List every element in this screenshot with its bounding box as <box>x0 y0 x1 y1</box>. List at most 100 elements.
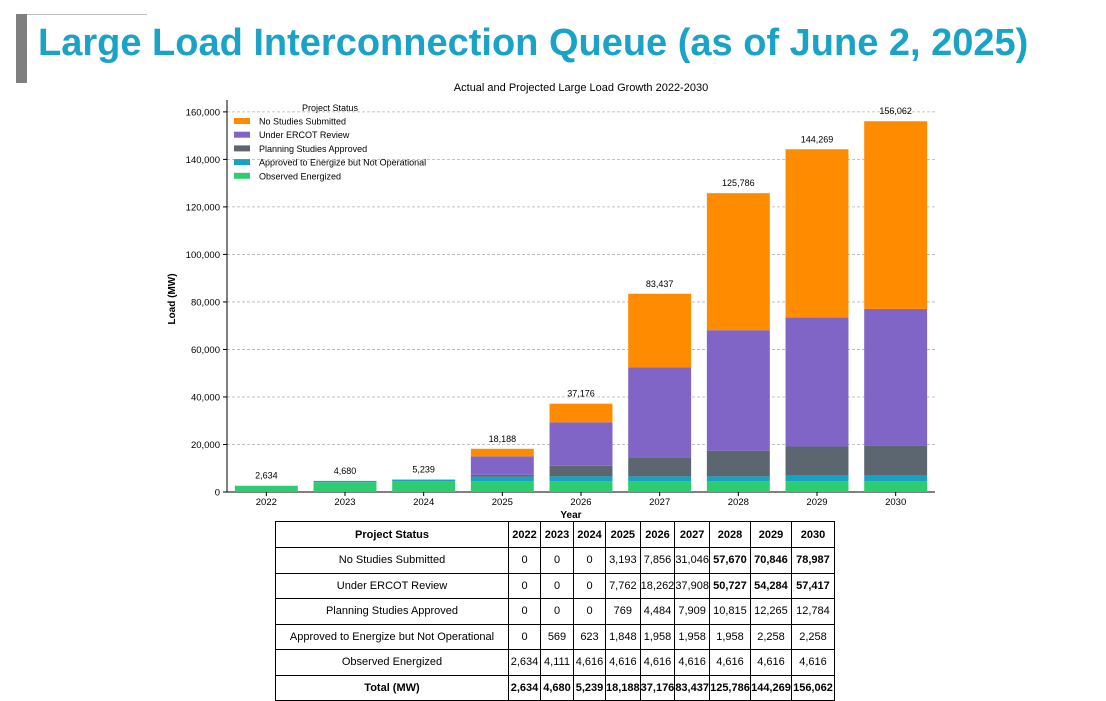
bar-segment <box>628 481 692 492</box>
y-tick-label: 120,000 <box>186 202 220 213</box>
bar-total-label: 156,062 <box>879 106 912 116</box>
table-cell: 78,987 <box>790 547 835 574</box>
table-cell: 4,616 <box>639 649 676 676</box>
y-tick-label: 160,000 <box>186 107 220 118</box>
table-cell: 0 <box>573 572 606 599</box>
bar-segment <box>785 481 849 492</box>
table-cell: 70,846 <box>749 547 792 574</box>
table-header-year: 2025 <box>605 521 641 548</box>
bar-segment <box>628 457 692 477</box>
table-row: Observed Energized 2,634 4,111 4,616 4,616 4,… <box>275 649 835 676</box>
project-status-table: Project Status 2022 2023 2024 2025 2026 2027 20… <box>275 521 835 701</box>
stacked-bar-chart: Actual and Projected Large Load Growth 2… <box>167 82 935 521</box>
legend-swatch <box>234 159 250 166</box>
legend-swatch <box>234 145 250 152</box>
table-cell: 4,111 <box>540 649 574 676</box>
legend-label: Approved to Energize but Not Operational <box>259 158 426 168</box>
table-cell: 2,258 <box>749 623 792 650</box>
bar-segment <box>549 481 613 492</box>
bar-segment <box>313 482 377 492</box>
table-cell: 10,815 <box>708 598 751 625</box>
bar-segment <box>785 475 849 482</box>
table-cell: 769 <box>605 598 641 625</box>
bar-segment <box>549 422 613 466</box>
table-row: Planning Studies Approved 0 0 0 769 4,484 7,90… <box>275 598 835 625</box>
bar-segment <box>864 481 928 492</box>
bar-total-label: 2,634 <box>255 471 278 481</box>
table-total-cell: 2,634 <box>508 674 541 701</box>
table-cell: 0 <box>573 598 606 625</box>
bar-segment <box>549 476 613 482</box>
table-cell: 0 <box>540 547 574 574</box>
table-cell: 4,616 <box>708 649 751 676</box>
legend-label: Observed Energized <box>259 171 341 181</box>
x-tick-label: 2030 <box>885 497 906 508</box>
table-cell: 0 <box>508 598 541 625</box>
table-total-cell: 5,239 <box>573 674 606 701</box>
bar-segment <box>706 450 770 477</box>
table-row: Under ERCOT Review 0 0 0 7,762 18,262 37,908 50… <box>275 572 835 599</box>
bar-total-label: 5,239 <box>412 465 435 475</box>
bar-segment <box>470 481 534 492</box>
table-cell: 3,193 <box>605 547 641 574</box>
y-tick-label: 80,000 <box>191 297 220 308</box>
x-axis-label: Year <box>560 510 581 521</box>
bar-segment <box>706 330 770 451</box>
table-header-year: 2027 <box>674 521 710 548</box>
table-total-cell: 125,786 <box>708 674 751 701</box>
table-cell: 37,908 <box>674 572 710 599</box>
bar-total-label: 4,680 <box>334 466 357 476</box>
bar-total-label: 125,786 <box>722 178 755 188</box>
x-tick-label: 2029 <box>806 497 827 508</box>
y-tick-label: 20,000 <box>191 440 220 451</box>
table-cell: 4,616 <box>573 649 606 676</box>
bar-segment <box>628 367 692 458</box>
bar-segment <box>706 476 770 482</box>
bar-total-label: 18,188 <box>489 434 517 444</box>
bar-segment <box>785 149 849 318</box>
table-cell: 7,856 <box>639 547 676 574</box>
x-tick-label: 2025 <box>492 497 513 508</box>
table-cell: 18,262 <box>639 572 676 599</box>
table-cell: 4,484 <box>639 598 676 625</box>
table-row: Approved to Energize but Not Operational… <box>275 623 835 650</box>
x-tick-label: 2024 <box>413 497 434 508</box>
table-header-year: 2024 <box>573 521 606 548</box>
bar-segment <box>785 317 849 447</box>
table-cell: 54,284 <box>749 572 792 599</box>
title-accent-bar <box>16 14 27 83</box>
y-tick-label: 40,000 <box>191 392 220 403</box>
bar-segment <box>470 474 534 477</box>
bar-segment <box>628 293 692 368</box>
bar-segment <box>628 476 692 482</box>
legend-label: Planning Studies Approved <box>259 144 367 154</box>
legend-label: No Studies Submitted <box>259 117 346 127</box>
x-tick-label: 2023 <box>334 497 355 508</box>
table-cell: 569 <box>540 623 574 650</box>
bar-segment <box>864 445 928 476</box>
table-cell: 12,265 <box>749 598 792 625</box>
x-tick-label: 2027 <box>649 497 670 508</box>
bar-segment <box>470 448 534 457</box>
table-header-year: 2022 <box>508 521 541 548</box>
bar-segment <box>864 475 928 482</box>
bar-segment <box>470 476 534 482</box>
bar-segment <box>706 481 770 492</box>
table-row: No Studies Submitted 0 0 0 3,193 7,856 31,046 5… <box>275 547 835 574</box>
bar-segment <box>392 481 456 492</box>
y-tick-label: 60,000 <box>191 345 220 356</box>
table-row-label: Observed Energized <box>275 649 509 676</box>
table-cell: 0 <box>508 547 541 574</box>
y-tick-label: 100,000 <box>186 250 220 261</box>
table-total-cell: 83,437 <box>674 674 710 701</box>
table-cell: 623 <box>573 623 606 650</box>
table-cell: 0 <box>540 572 574 599</box>
legend-swatch <box>234 131 250 138</box>
table-header-year: 2028 <box>708 521 751 548</box>
slide-title: Large Load Interconnection Queue (as of … <box>38 22 1029 64</box>
table-total-cell: 37,176 <box>639 674 676 701</box>
bar-segment <box>549 403 613 423</box>
table-cell: 1,958 <box>708 623 751 650</box>
y-tick-label: 140,000 <box>186 155 220 166</box>
bar-total-label: 83,437 <box>646 279 674 289</box>
